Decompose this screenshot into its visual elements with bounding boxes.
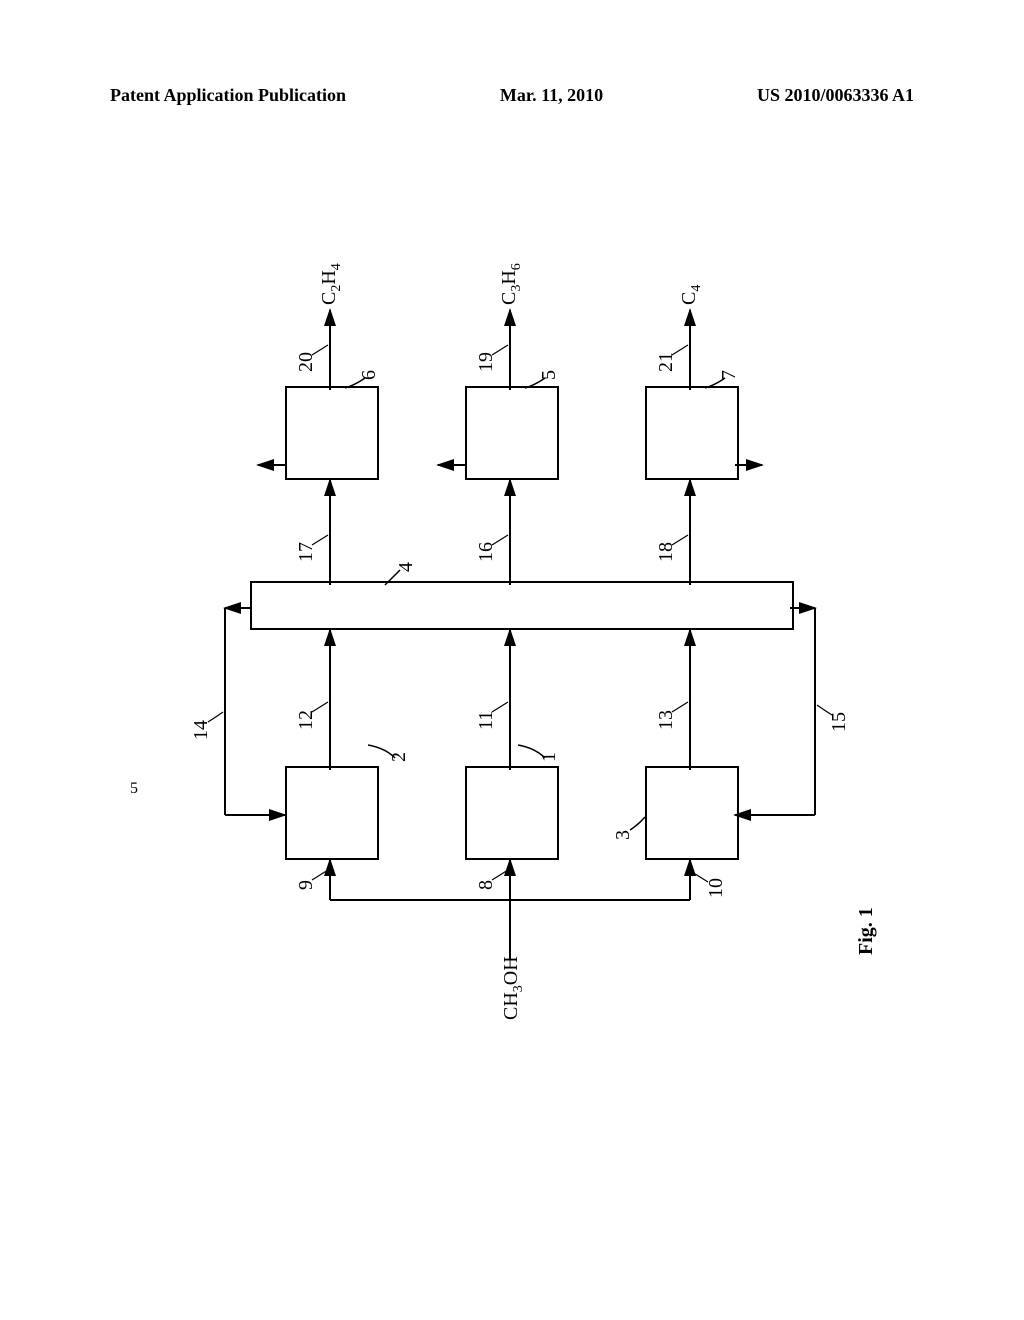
ref-1: 1 (538, 752, 561, 762)
arrows-svg (140, 250, 900, 1010)
header-center: Mar. 11, 2010 (500, 85, 603, 106)
margin-number: 5 (130, 780, 138, 798)
ref-7: 7 (718, 370, 741, 380)
ref-9: 9 (295, 880, 318, 890)
ref-12: 12 (295, 710, 318, 730)
output-c4: C4 (678, 285, 705, 305)
ref-5: 5 (538, 370, 561, 380)
figure-label: Fig. 1 (855, 907, 878, 955)
ref-14: 14 (190, 720, 213, 740)
ref-19: 19 (475, 352, 498, 372)
ref-11: 11 (475, 711, 498, 730)
ref-18: 18 (655, 542, 678, 562)
ref-13: 13 (655, 710, 678, 730)
ref-16: 16 (475, 542, 498, 562)
ref-17: 17 (295, 542, 318, 562)
ref-4: 4 (395, 562, 418, 572)
ref-2: 2 (388, 752, 411, 762)
page-header: Patent Application Publication Mar. 11, … (0, 85, 1024, 106)
ref-6: 6 (358, 370, 381, 380)
header-left: Patent Application Publication (110, 85, 346, 106)
ref-10: 10 (705, 878, 728, 898)
ref-3: 3 (612, 830, 635, 840)
ref-21: 21 (655, 352, 678, 372)
header-right: US 2010/0063336 A1 (757, 85, 914, 106)
ref-8: 8 (475, 880, 498, 890)
process-flow-diagram: CH3OH C2H4 C3H6 C4 1 2 3 4 5 6 7 8 9 10 … (140, 250, 900, 1010)
ref-15: 15 (828, 712, 851, 732)
ref-20: 20 (295, 352, 318, 372)
input-label: CH3OH (500, 956, 527, 1020)
output-c2h4: C2H4 (318, 263, 345, 305)
output-c3h6: C3H6 (498, 263, 525, 305)
